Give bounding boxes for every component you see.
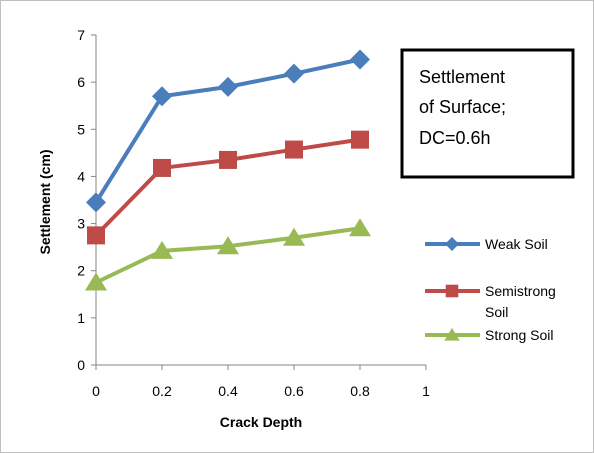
data-point [87,226,105,245]
y-tick-label: 5 [77,121,85,137]
annotation-line-1: Settlement [419,67,505,87]
y-tick-label: 2 [77,263,85,279]
data-point [219,150,237,169]
axes: 0 1 2 3 4 5 6 7 0 0.2 0.4 0.6 0.8 1 [77,27,430,399]
data-point [86,192,106,213]
series-strong-soil [85,218,371,291]
data-point [218,76,238,97]
data-point [285,140,303,159]
data-point [349,218,371,237]
x-tick-label: 0.4 [218,383,238,399]
x-axis-title: Crack Depth [220,414,302,430]
data-point [152,86,172,107]
data-point [153,158,171,177]
legend-label: Semistrong [485,283,556,299]
legend-label: Weak Soil [485,236,548,252]
data-point [351,130,369,149]
x-tick-label: 0.6 [284,383,304,399]
data-point [350,49,370,70]
x-tick-label: 0 [92,383,100,399]
data-point [283,227,305,246]
annotation-line-2: of Surface; [419,97,506,117]
legend-item: Semistrong Soil [425,283,556,320]
annotation-frame [400,48,575,179]
series-group [85,49,371,291]
y-tick-label: 4 [77,168,85,184]
y-tick-label: 1 [77,310,85,326]
x-tick-label: 0.8 [350,383,370,399]
data-point [445,237,459,251]
data-point [284,63,304,84]
data-point [217,236,239,255]
series-weak-soil [86,49,370,213]
data-point [445,284,459,298]
y-tick-label: 0 [77,357,85,373]
legend-item: Weak Soil [425,236,548,252]
data-point [85,272,107,291]
annotation-box: Settlement of Surface; DC=0.6h [400,48,575,179]
annotation-line-3: DC=0.6h [419,128,491,148]
series-semistrong-soil [87,130,369,245]
data-point [444,328,460,341]
y-tick-label: 3 [77,216,85,232]
legend-item: Strong Soil [425,327,553,343]
x-tick-label: 0.2 [152,383,172,399]
y-axis-title: Settlement (cm) [37,149,53,254]
legend-label: Strong Soil [485,327,553,343]
legend: Weak Soil Semistrong Soil Strong Soil [425,236,556,343]
legend-label: Soil [485,304,508,320]
data-point [151,240,173,259]
x-tick-label: 1 [422,383,430,399]
y-tick-label: 7 [77,27,85,43]
y-tick-label: 6 [77,74,85,90]
